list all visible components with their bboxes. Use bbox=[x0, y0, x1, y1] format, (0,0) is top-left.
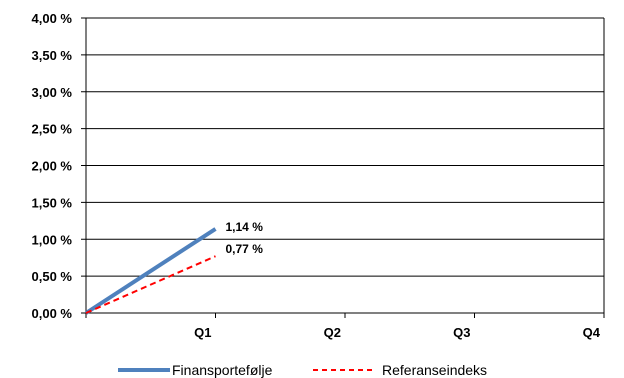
y-tick-label: 0,50 % bbox=[32, 269, 73, 284]
axes bbox=[81, 17, 605, 318]
y-tick-label: 1,00 % bbox=[32, 232, 73, 247]
y-tick-label: 3,00 % bbox=[32, 85, 73, 100]
series-lines bbox=[84, 227, 217, 315]
x-tick-label: Q1 bbox=[194, 325, 211, 340]
y-tick-label: 3,50 % bbox=[32, 48, 73, 63]
data-label: 1,14 % bbox=[226, 220, 264, 234]
y-tick-label: 2,00 % bbox=[32, 159, 73, 174]
x-tick-label: Q2 bbox=[324, 325, 341, 340]
y-tick-label: 4,00 % bbox=[32, 11, 73, 26]
y-tick-label: 0,00 % bbox=[32, 306, 73, 321]
x-tick-label: Q3 bbox=[453, 325, 470, 340]
y-tick-label: 1,50 % bbox=[32, 195, 73, 210]
x-tick-label: Q4 bbox=[583, 325, 601, 340]
x-axis-tick-labels: Q1 Q2 Q3 Q4 bbox=[194, 325, 601, 340]
legend: Finansportefølje Referanseindeks bbox=[118, 362, 487, 378]
series-line-2 bbox=[85, 255, 216, 314]
y-axis-tick-labels: 0,00 % 0,50 % 1,00 % 1,50 % 2,00 % 2,50 % 3,00… bbox=[32, 11, 73, 321]
legend-label-1: Finansportefølje bbox=[172, 362, 273, 378]
series-line-1 bbox=[84, 227, 217, 315]
data-labels: 1,14 % 0,77 % bbox=[226, 220, 264, 256]
y-tick-label: 2,50 % bbox=[32, 122, 73, 137]
data-label: 0,77 % bbox=[226, 242, 264, 256]
grid-lines bbox=[86, 17, 604, 277]
legend-label-2: Referanseindeks bbox=[382, 362, 487, 378]
